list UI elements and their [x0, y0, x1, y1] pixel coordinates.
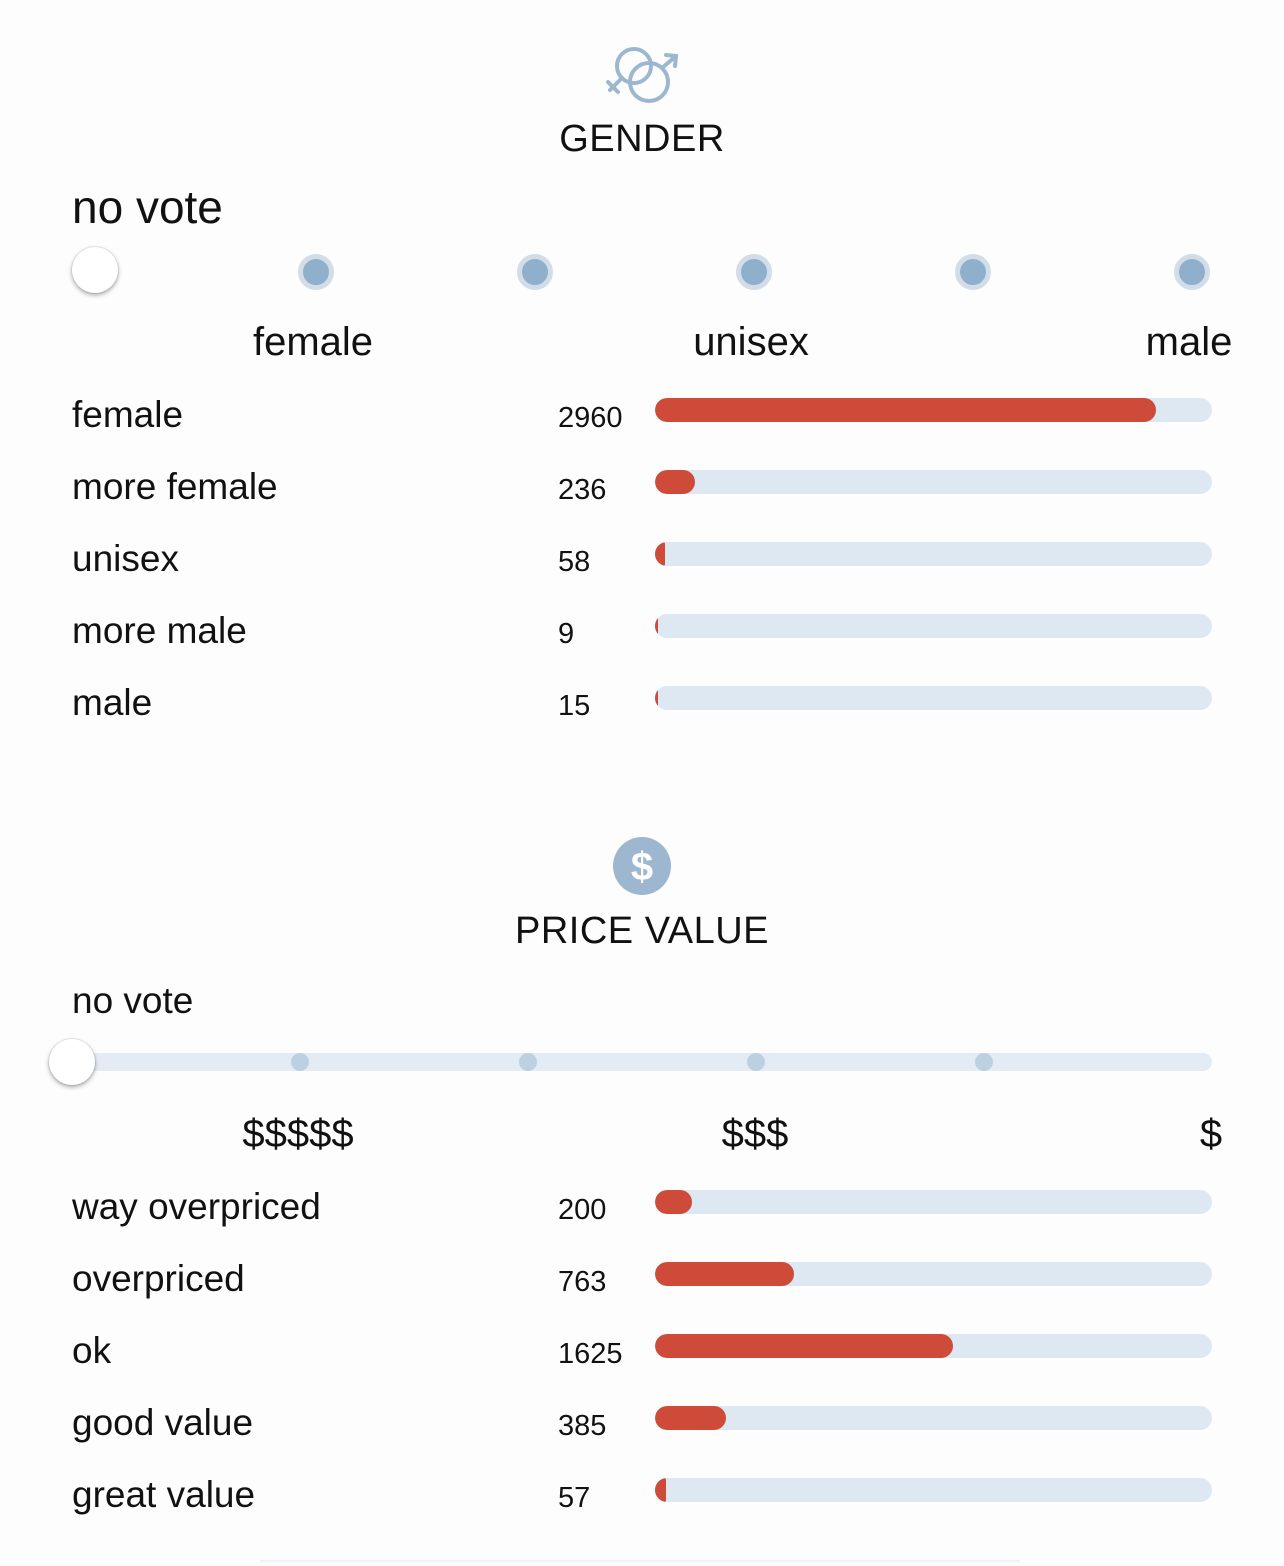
price-row-label: good value	[72, 1402, 254, 1443]
price-slider-knob[interactable]	[49, 1039, 95, 1085]
price-row-count: 57	[558, 1482, 591, 1514]
price-scale-label-cheap: $	[1199, 1112, 1223, 1156]
gender-option-dot[interactable]	[736, 254, 772, 290]
gender-row-count: 15	[558, 690, 591, 722]
gender-row-count: 236	[558, 474, 607, 506]
gender-row-count: 9	[558, 618, 575, 650]
gender-row-count: 58	[558, 546, 591, 578]
price-row-bar	[655, 1262, 1212, 1286]
gender-row-count: 2960	[558, 402, 623, 434]
price-row-bar-fill	[655, 1190, 692, 1214]
price-row-count: 1625	[558, 1338, 623, 1370]
price-scale-label-expensive: $$$$$	[242, 1112, 354, 1156]
price-slider-stop[interactable]	[519, 1053, 537, 1071]
price-slider-stop[interactable]	[975, 1053, 993, 1071]
gender-vote-knob[interactable]	[72, 247, 118, 293]
gender-symbols-icon	[606, 47, 679, 103]
price-row-count: 763	[558, 1266, 607, 1298]
price-row-bar-fill	[655, 1478, 666, 1502]
gender-row-bar-fill	[655, 686, 658, 710]
bottom-divider	[260, 1560, 1020, 1562]
price-row-bar-fill	[655, 1334, 953, 1358]
gender-row-bar-fill	[655, 398, 1156, 422]
gender-scale-label-male: male	[1145, 320, 1233, 364]
gender-row-bar	[655, 614, 1212, 638]
gender-title: GENDER	[559, 118, 725, 160]
price-slider-stop[interactable]	[747, 1053, 765, 1071]
gender-row-bar	[655, 470, 1212, 494]
price-row-bar	[655, 1334, 1212, 1358]
gender-icon	[604, 40, 680, 110]
gender-row-bar	[655, 542, 1212, 566]
price-row-bar	[655, 1406, 1212, 1430]
price-scale-label-medium: $$$	[721, 1112, 789, 1156]
price-icon: $	[612, 836, 672, 896]
dollar-circle-icon: $	[613, 837, 671, 895]
price-slider-stop[interactable]	[291, 1053, 309, 1071]
gender-row-label: unisex	[72, 538, 179, 579]
price-row-bar-fill	[655, 1262, 794, 1286]
gender-row-bar	[655, 398, 1212, 422]
price-row-bar	[655, 1190, 1212, 1214]
gender-row-bar-fill	[655, 470, 695, 494]
gender-option-dot[interactable]	[298, 254, 334, 290]
gender-option-dot[interactable]	[1174, 254, 1210, 290]
gender-vote-status: no vote	[72, 181, 223, 233]
price-vote-status: no vote	[72, 980, 194, 1021]
gender-option-dot[interactable]	[517, 254, 553, 290]
price-row-label: great value	[72, 1474, 256, 1515]
gender-row-label: male	[72, 682, 153, 723]
gender-row-bar	[655, 686, 1212, 710]
price-row-bar-fill	[655, 1406, 726, 1430]
price-title: PRICE VALUE	[515, 910, 769, 952]
price-row-count: 385	[558, 1410, 607, 1442]
price-row-label: way overpriced	[72, 1186, 321, 1227]
gender-option-dot[interactable]	[955, 254, 991, 290]
gender-row-label: female	[72, 394, 184, 435]
svg-text:$: $	[631, 845, 653, 889]
price-row-label: ok	[72, 1330, 112, 1371]
gender-scale-label-female: female	[252, 320, 374, 364]
gender-row-label: more male	[72, 610, 247, 651]
price-row-label: overpriced	[72, 1258, 245, 1299]
gender-scale-label-unisex: unisex	[693, 320, 809, 364]
price-row-count: 200	[558, 1194, 607, 1226]
price-row-bar	[655, 1478, 1212, 1502]
price-slider-track[interactable]	[72, 1053, 1212, 1071]
gender-row-bar-fill	[655, 614, 658, 638]
gender-row-label: more female	[72, 466, 278, 507]
gender-row-bar-fill	[655, 542, 665, 566]
